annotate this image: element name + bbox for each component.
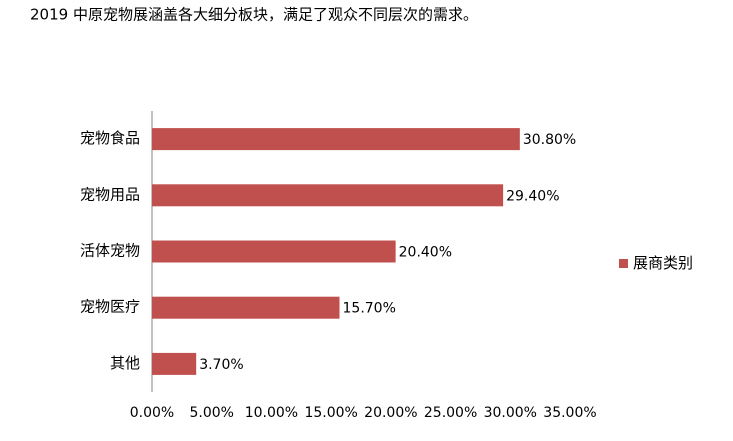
bar <box>152 184 504 207</box>
x-tick-label: 30.00% <box>484 405 537 421</box>
value-label: 29.40% <box>506 188 559 204</box>
chart-title: 2019 中原宠物展涵盖各大细分板块，满足了观众不同层次的需求。 <box>30 6 478 24</box>
y-tick-label: 宠物用品 <box>80 185 140 203</box>
bar <box>152 240 396 263</box>
y-tick-label: 宠物食品 <box>80 129 140 147</box>
x-tick-label: 10.00% <box>245 405 298 421</box>
legend-swatch <box>619 259 628 268</box>
bar <box>152 352 197 375</box>
x-tick-label: 5.00% <box>189 405 233 421</box>
value-label: 20.40% <box>399 245 452 261</box>
x-tick-label: 25.00% <box>424 405 477 421</box>
value-label: 15.70% <box>343 301 396 317</box>
x-tick-label: 0.00% <box>130 405 174 421</box>
y-tick-label: 宠物医疗 <box>80 298 140 316</box>
y-tick-label: 其他 <box>110 354 140 372</box>
x-tick-label: 20.00% <box>364 405 417 421</box>
y-tick-label: 活体宠物 <box>80 242 140 260</box>
x-tick-label: 35.00% <box>543 405 596 421</box>
x-tick-label: 15.00% <box>304 405 357 421</box>
legend-label: 展商类别 <box>633 254 693 272</box>
value-label: 30.80% <box>523 132 576 148</box>
value-label: 3.70% <box>199 357 243 373</box>
bar <box>152 128 520 151</box>
bar <box>152 296 340 319</box>
